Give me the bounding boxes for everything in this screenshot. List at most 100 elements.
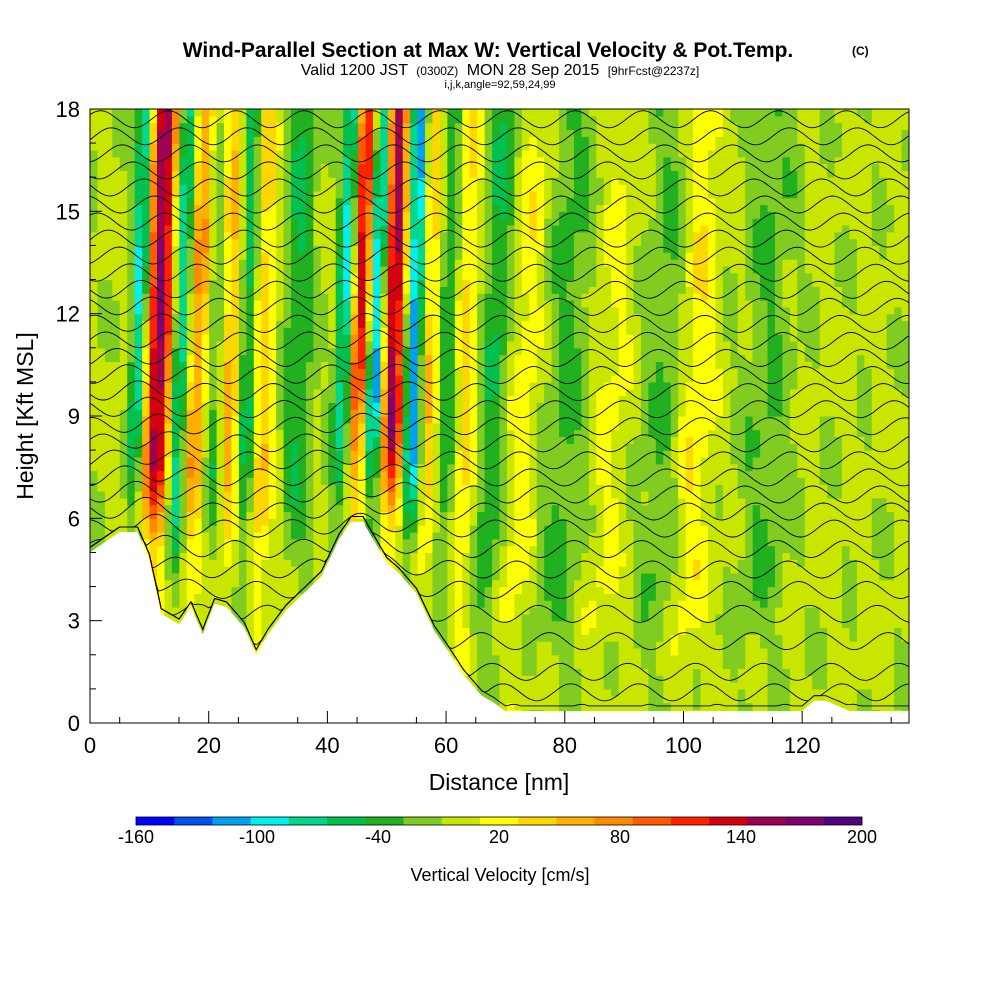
heatmap-cell <box>276 518 285 526</box>
heatmap-cell <box>603 675 612 683</box>
heatmap-cell <box>447 504 456 513</box>
heatmap-cell <box>276 559 285 567</box>
heatmap-cell <box>834 668 843 676</box>
heatmap-cell <box>804 675 813 683</box>
heatmap-cell <box>737 450 746 458</box>
heatmap-cell <box>879 552 888 560</box>
heatmap-cell <box>655 586 664 594</box>
heatmap-cell <box>97 504 106 513</box>
heatmap-cell <box>551 531 560 540</box>
heatmap-cell <box>663 470 672 478</box>
heatmap-cell <box>566 668 575 676</box>
heatmap-cell <box>484 688 493 697</box>
heatmap-cell <box>358 429 367 438</box>
heatmap-cell <box>626 668 635 676</box>
heatmap-cell <box>827 443 836 451</box>
heatmap-cell <box>268 579 277 588</box>
heatmap-cell <box>670 552 679 560</box>
heatmap-cell <box>879 525 888 533</box>
heatmap-cell <box>499 491 508 499</box>
heatmap-cell <box>879 654 888 663</box>
heatmap-cell <box>767 456 776 465</box>
heatmap-cell <box>425 450 434 458</box>
heatmap-cell <box>730 518 739 526</box>
heatmap-cell <box>879 504 888 513</box>
heatmap-cell <box>350 477 359 485</box>
heatmap-cell <box>812 607 821 615</box>
heatmap-cell <box>410 545 419 554</box>
heatmap-cell <box>410 566 419 574</box>
heatmap-cell <box>216 409 225 417</box>
heatmap-cell <box>536 688 545 697</box>
heatmap-cell <box>841 484 851 492</box>
heatmap-cell <box>127 450 136 458</box>
heatmap-cell <box>499 682 508 690</box>
heatmap-cell <box>693 688 702 697</box>
heatmap-cell <box>871 531 880 540</box>
heatmap-cell <box>648 443 657 451</box>
heatmap-cell <box>678 566 687 574</box>
heatmap-cell <box>149 552 158 560</box>
heatmap-cell <box>707 688 717 697</box>
heatmap-cell <box>492 443 501 451</box>
heatmap-cell <box>655 443 664 451</box>
heatmap-cell <box>253 422 262 431</box>
heatmap-cell <box>886 450 895 458</box>
heatmap-cell <box>551 566 560 574</box>
heatmap-cell <box>492 661 501 670</box>
heatmap-cell <box>700 682 709 690</box>
heatmap-cell <box>618 429 627 438</box>
heatmap-cell <box>774 450 784 458</box>
heatmap-cell <box>663 654 672 663</box>
heatmap-cell <box>722 484 731 492</box>
heatmap-cell <box>730 600 739 608</box>
heatmap-cell <box>238 593 247 601</box>
heatmap-cell <box>157 422 166 431</box>
heatmap-cell <box>521 491 530 499</box>
heatmap-cell <box>142 484 151 492</box>
heatmap-cell <box>722 634 731 642</box>
heatmap-cell <box>335 504 344 513</box>
heatmap-cell <box>700 688 709 697</box>
heatmap-cell <box>469 470 478 478</box>
heatmap-cell <box>328 456 337 465</box>
heatmap-cell <box>819 627 828 635</box>
heatmap-cell <box>886 579 895 588</box>
heatmap-cell <box>841 450 851 458</box>
heatmap-cell <box>506 688 515 697</box>
heatmap-cell <box>797 620 806 629</box>
heatmap-cell <box>670 545 679 554</box>
heatmap-cell <box>402 470 411 478</box>
heatmap-cell <box>224 518 233 526</box>
heatmap-cell <box>760 518 769 526</box>
heatmap-cell <box>886 627 895 635</box>
heatmap-cell <box>298 579 307 588</box>
heatmap-cell <box>469 613 478 622</box>
heatmap-cell <box>566 422 575 431</box>
heatmap-cell <box>603 566 612 574</box>
heatmap-cell <box>164 443 173 451</box>
heatmap-cell <box>752 484 761 492</box>
heatmap-cell <box>655 579 664 588</box>
heatmap-cell <box>492 607 501 615</box>
heatmap-cell <box>819 436 828 444</box>
heatmap-cell <box>305 409 314 417</box>
heatmap-cell <box>864 593 873 601</box>
heatmap-cell <box>97 422 106 431</box>
heatmap-cell <box>261 422 270 431</box>
heatmap-cell <box>536 484 545 492</box>
heatmap-cell <box>648 661 657 670</box>
heatmap-cell <box>425 607 434 615</box>
heatmap-cell <box>864 586 873 594</box>
heatmap-cell <box>693 641 702 649</box>
heatmap-cell <box>291 477 300 485</box>
heatmap-cell <box>157 600 166 608</box>
heatmap-cell <box>633 607 642 615</box>
heatmap-cell <box>350 409 359 417</box>
heatmap-cell <box>551 654 560 663</box>
heatmap-cell <box>559 511 568 519</box>
heatmap-cell <box>499 627 508 635</box>
heatmap-cell <box>164 429 173 438</box>
heatmap-cell <box>760 620 769 629</box>
heatmap-cell <box>745 641 754 649</box>
